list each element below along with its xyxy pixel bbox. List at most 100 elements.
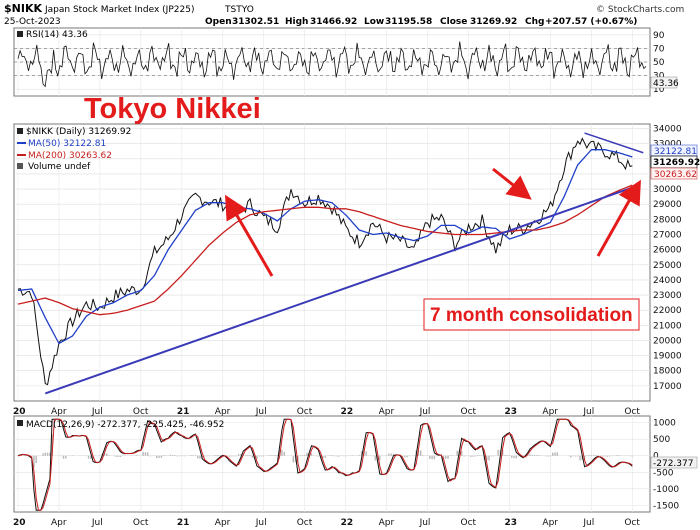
close-value: 31269.92 — [470, 17, 517, 27]
price-series — [17, 132, 644, 395]
x-tick-label-upper: Oct — [133, 407, 149, 417]
ma50-series-line — [17, 149, 633, 345]
x-tick-label-upper: Apr — [215, 407, 231, 417]
x-tick-label-lower: Apr — [215, 518, 231, 528]
ma50-legend-label: MA(50) 32122.81 — [28, 139, 106, 149]
x-tick-label-lower: Jul — [91, 518, 103, 528]
macd-signal-line — [17, 418, 633, 511]
header-exchange: TSTYO — [224, 5, 254, 15]
macd-panel — [13, 415, 651, 513]
x-tick-label-lower: Apr — [542, 518, 558, 528]
volume-legend-label: Volume undef — [28, 162, 91, 172]
ma200-legend-label: MA(200) 30263.62 — [28, 151, 112, 161]
price-y-tick: 28000 — [653, 215, 682, 225]
consolidation-annotation: 7 month consolidation — [430, 305, 633, 326]
x-tick-label-upper: 23 — [504, 407, 517, 417]
high-label: High — [285, 17, 308, 27]
price-y-tick: 21000 — [653, 321, 682, 331]
macd-badge-box — [650, 456, 698, 469]
x-tick-label-upper: 21 — [177, 407, 190, 417]
x-tick-label-lower: Oct — [133, 518, 149, 528]
x-tick-label-lower: 21 — [177, 518, 190, 528]
header-name: Japan Stock Market Index (JP225) — [44, 5, 194, 15]
price-legend-swatch — [17, 128, 23, 134]
rsi-y-tick: 30 — [653, 72, 665, 82]
x-tick-label-upper: Apr — [542, 407, 558, 417]
x-tick-label-lower: Jul — [419, 518, 431, 528]
x-tick-label-lower: Oct — [461, 518, 477, 528]
x-tick-label-lower: Oct — [624, 518, 640, 528]
low-label: Low — [364, 17, 384, 27]
consolidation-box — [423, 298, 640, 331]
rsi-badge-box — [650, 76, 678, 89]
rsi-legend: RSI(14) 43.36 — [17, 30, 88, 40]
macd-value-badge: -272.377 — [650, 456, 698, 469]
price-y-tick: 19000 — [653, 352, 682, 362]
x-tick-label-lower: 23 — [504, 518, 517, 528]
price-legend-title: $NIKK (Daily) 31269.92 — [26, 127, 131, 137]
rsi-value-badge: 43.36 — [650, 76, 679, 89]
x-tick-label-upper: Apr — [379, 407, 395, 417]
rsi-y-tick: 50 — [653, 58, 665, 68]
price-y-tick: 26000 — [653, 246, 682, 256]
chg-value: +207.57 (+0.67%) — [545, 17, 637, 27]
x-axis-ticks: 20 20 Apr Apr Jul Jul Oct Oct 21 21 Apr Apr Jul Jul Oc… — [13, 407, 640, 528]
annotation-arrow-2 — [492, 167, 532, 200]
price-y-tick: 33000 — [653, 140, 682, 150]
macd-series — [17, 418, 634, 511]
rsi-y-tick: 70 — [653, 44, 665, 54]
chart-header: $NIKK Japan Stock Market Index (JP225) T… — [4, 2, 684, 27]
x-tick-label-lower: Apr — [51, 518, 67, 528]
macd-legend: MACD(12,26,9) -272.377, -225.425, -46.95… — [17, 420, 224, 430]
rsi-line — [17, 41, 647, 88]
volume-legend-swatch — [17, 163, 23, 169]
price-y-tick: 34000 — [653, 125, 682, 135]
price-legend: $NIKK (Daily) 31269.92 MA(50) 32122.81 M… — [17, 127, 131, 172]
x-tick-label-upper: Jul — [582, 407, 594, 417]
macd-y-tick: 1000 — [653, 419, 676, 429]
price-y-tick: 29000 — [653, 200, 682, 210]
y-axis-ticks: 17000 18000 19000 20000 21000 22000 23000 24000… — [653, 31, 682, 512]
x-tick-label-lower: Jul — [582, 518, 594, 528]
price-series-line — [17, 137, 633, 386]
price-y-tick: 23000 — [653, 291, 682, 301]
macd-badge-text: -272.377 — [653, 459, 693, 469]
ma200-value-badge: 30263.62 — [650, 167, 698, 180]
high-value: 31466.92 — [310, 17, 357, 27]
macd-legend-swatch — [17, 420, 23, 426]
resistance-trendline — [584, 132, 644, 154]
close-label: Close — [440, 17, 467, 27]
annotation-arrow-1 — [224, 194, 274, 277]
x-tick-label-upper: Jul — [419, 407, 431, 417]
ma200-badge-box — [650, 167, 698, 180]
chart-annotation-title: Tokyo Nikkei — [84, 93, 261, 125]
x-tick-label-upper: 22 — [341, 407, 354, 417]
x-tick-label-upper: Jul — [91, 407, 103, 417]
price-y-tick: 30000 — [653, 185, 682, 195]
x-tick-label-upper: Jul — [255, 407, 267, 417]
x-tick-label-lower: 22 — [341, 518, 354, 528]
ma200-badge-text: 30263.62 — [654, 170, 697, 180]
rsi-badge-text: 43.36 — [653, 79, 679, 89]
x-tick-label-upper: Oct — [297, 407, 313, 417]
x-tick-label-lower: Apr — [379, 518, 395, 528]
rsi-series — [17, 41, 647, 88]
chg-label: Chg — [525, 17, 544, 27]
macd-y-tick: 0 — [653, 452, 659, 462]
x-tick-label-upper: Oct — [461, 407, 477, 417]
x-tick-label-lower: Oct — [297, 518, 313, 528]
low-value: 31195.58 — [385, 17, 432, 27]
macd-y-tick: -500 — [653, 468, 674, 478]
macd-y-tick: 500 — [653, 435, 670, 445]
price-y-tick: 20000 — [653, 336, 682, 346]
open-label: Open — [205, 17, 232, 27]
macd-y-tick: -1500 — [653, 501, 679, 511]
macd-y-tick: -1000 — [653, 485, 679, 495]
x-tick-label-lower: 20 — [13, 518, 26, 528]
support-trendline — [44, 186, 633, 395]
header-watermark: © StockCharts.com — [596, 5, 684, 15]
ma200-series-line — [17, 184, 633, 316]
close-badge-text: 31269.92 — [653, 158, 700, 168]
header-symbol: $NIKK — [4, 2, 42, 15]
